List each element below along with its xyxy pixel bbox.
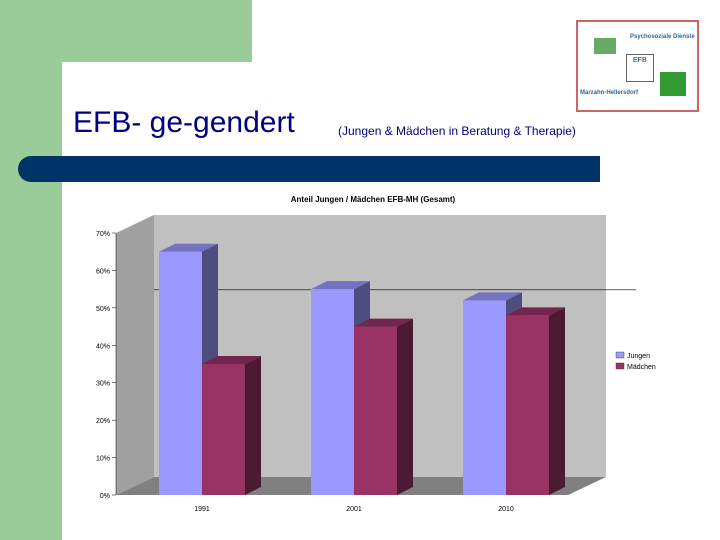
y-tick-label: 30% [96, 381, 110, 388]
bar-mädchen-2010 [506, 315, 549, 495]
bar-top-jungen-1991 [159, 243, 218, 252]
bar-mädchen-1991 [202, 364, 245, 495]
page-subtitle: (Jungen & Mädchen in Beratung & Therapie… [338, 124, 576, 138]
logo-bottom-text: Marzahn-Hellersdorf [580, 90, 639, 96]
legend-label-jungen: Jungen [627, 353, 650, 360]
y-tick-label: 60% [96, 268, 110, 275]
bar-top-mädchen-2010 [506, 307, 565, 316]
y-tick-label: 20% [96, 418, 110, 425]
bar-jungen-1991 [159, 251, 202, 495]
bar-chart: Anteil Jungen / Mädchen EFB-MH (Gesamt) … [96, 195, 656, 513]
x-tick-label: 2010 [498, 506, 514, 513]
legend-swatch-jungen [615, 351, 625, 359]
green-accent-side [0, 0, 62, 540]
chart-legend: Jungen Mädchen [615, 351, 656, 371]
legend-swatch-mädchen [615, 362, 625, 370]
y-tick-label: 0% [100, 493, 110, 500]
bar-top-mädchen-1991 [202, 356, 261, 364]
x-tick-label: 1991 [194, 506, 210, 513]
landscape-icon [594, 38, 616, 54]
bar-top-jungen-2001 [311, 281, 370, 290]
page-title: EFB- ge-gendert [73, 106, 295, 139]
bar-side-mädchen-1991 [245, 356, 261, 495]
bar-mädchen-2001 [354, 326, 397, 495]
y-tick-label: 50% [96, 306, 110, 313]
y-tick-label: 70% [96, 231, 110, 238]
plot-area: 0% 10% 20% 30% 40% 50% 60% 70% 1991 2001 2010 [96, 215, 636, 513]
figure-icon: EFB [626, 54, 654, 82]
bar-top-mädchen-2001 [354, 318, 413, 327]
tree-icon [660, 72, 686, 96]
y-tick-label: 40% [96, 343, 110, 350]
chart-side-wall [116, 215, 154, 495]
logo-top-text: Psychosoziale Dienste [630, 34, 695, 40]
bar-side-mädchen-2010 [549, 307, 565, 495]
y-tick-label: 10% [96, 456, 110, 463]
chart-title: Anteil Jungen / Mädchen EFB-MH (Gesamt) [291, 195, 456, 204]
title-underline-band [18, 156, 600, 182]
organization-logo: Psychosoziale Dienste EFB Marzahn-Heller… [576, 20, 699, 112]
bar-side-mädchen-2001 [397, 318, 413, 495]
logo-center-text: EFB [633, 57, 647, 64]
bar-top-jungen-2010 [463, 292, 522, 301]
bar-jungen-2010 [463, 300, 506, 495]
legend-label-mädchen: Mädchen [627, 364, 656, 371]
bar-jungen-2001 [311, 289, 354, 495]
x-tick-label: 2001 [346, 506, 362, 513]
